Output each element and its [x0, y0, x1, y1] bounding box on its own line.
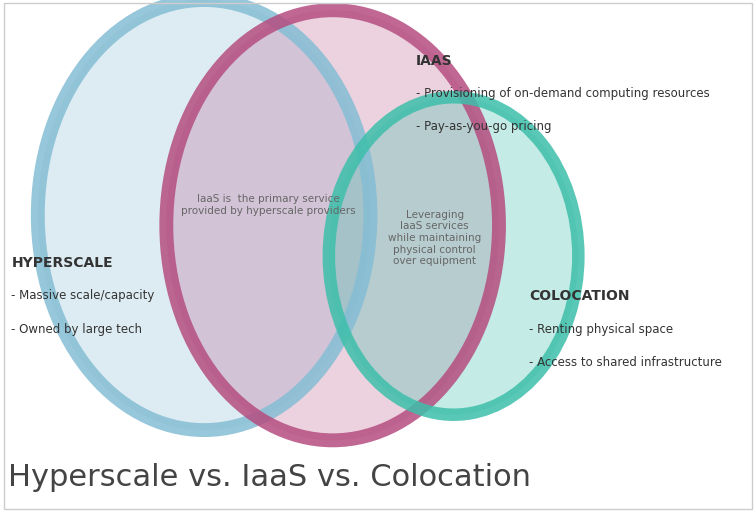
Text: - Renting physical space: - Renting physical space — [529, 323, 674, 335]
Text: - Provisioning of on-demand computing resources: - Provisioning of on-demand computing re… — [416, 87, 710, 100]
Ellipse shape — [329, 97, 578, 415]
Text: Leveraging
IaaS services
while maintaining
physical control
over equipment: Leveraging IaaS services while maintaini… — [388, 210, 482, 266]
Text: - Massive scale/capacity: - Massive scale/capacity — [11, 289, 155, 302]
Text: IaaS is  the primary service
provided by hyperscale providers: IaaS is the primary service provided by … — [181, 194, 355, 216]
Text: - Pay-as-you-go pricing: - Pay-as-you-go pricing — [416, 120, 551, 133]
Text: - Owned by large tech: - Owned by large tech — [11, 323, 142, 335]
Text: COLOCATION: COLOCATION — [529, 289, 630, 303]
Text: HYPERSCALE: HYPERSCALE — [11, 256, 113, 270]
Text: - Access to shared infrastructure: - Access to shared infrastructure — [529, 356, 722, 369]
Ellipse shape — [38, 0, 370, 430]
Text: IAAS: IAAS — [416, 54, 452, 68]
Ellipse shape — [166, 10, 499, 440]
Text: Hyperscale vs. IaaS vs. Colocation: Hyperscale vs. IaaS vs. Colocation — [8, 462, 531, 492]
